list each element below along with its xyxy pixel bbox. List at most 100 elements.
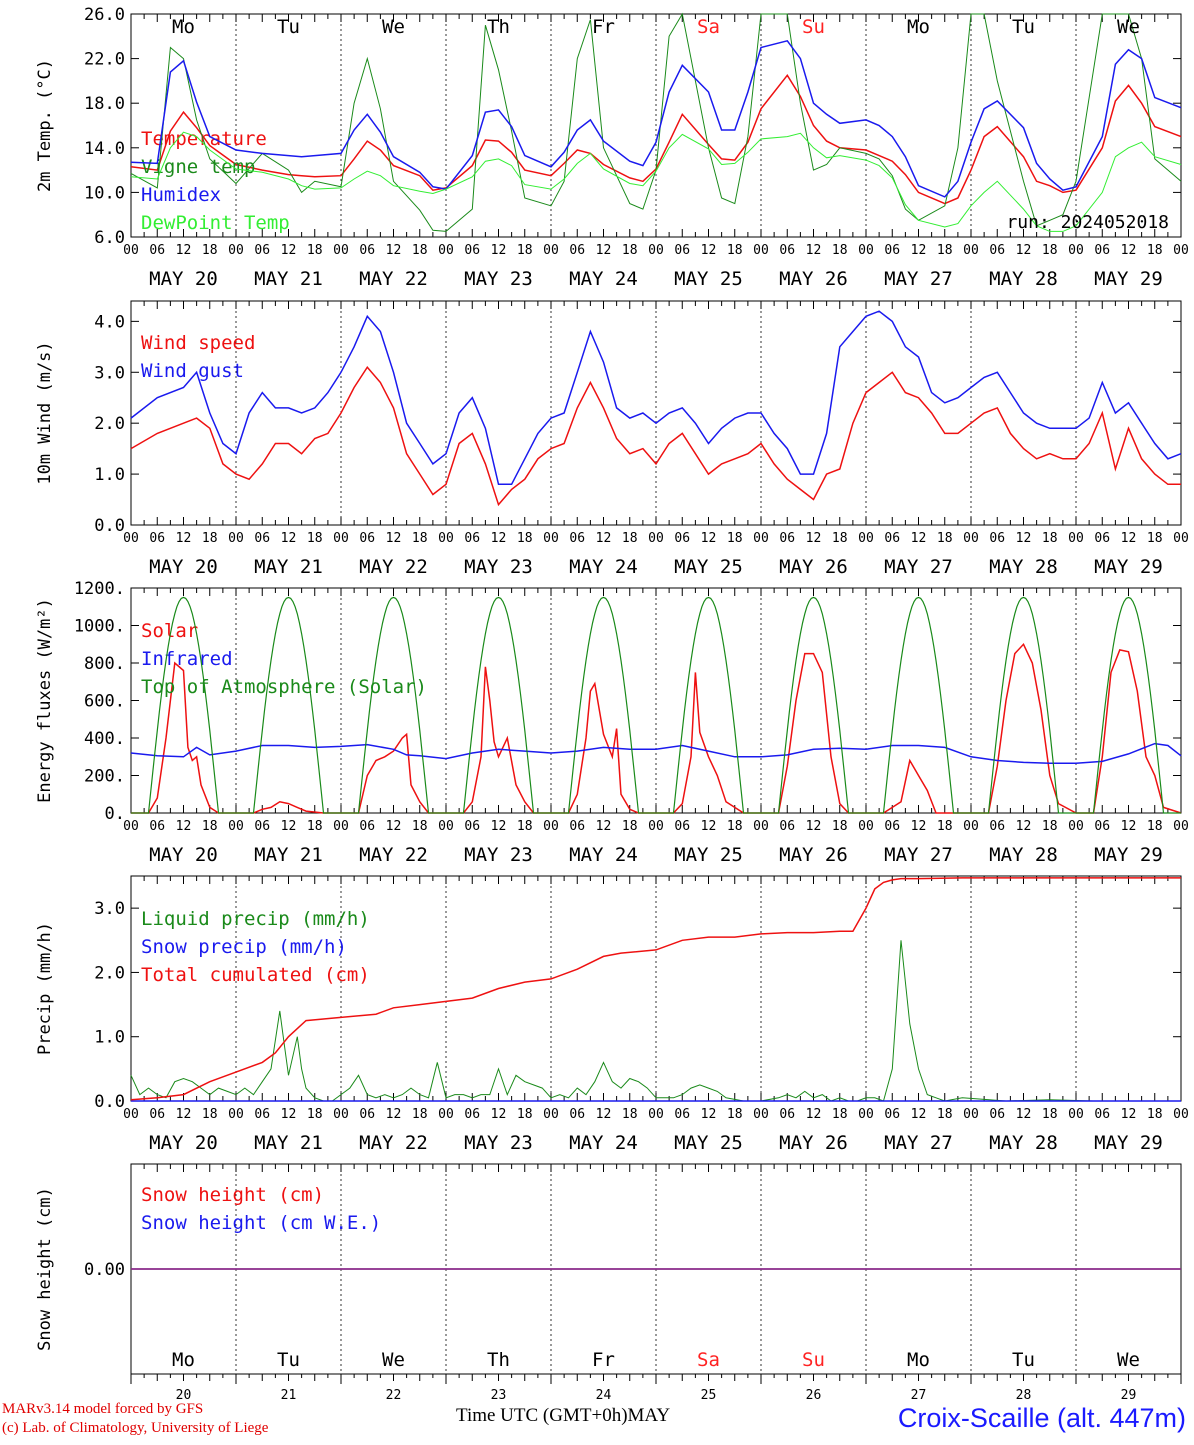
- hour-tick-label: 00: [1173, 243, 1189, 258]
- y-tick-label: 0.0: [94, 516, 125, 536]
- hour-tick-label: 18: [412, 1107, 428, 1122]
- date-label: MAY 21: [254, 268, 323, 290]
- legend-entry: Liquid precip (mm/h): [141, 908, 370, 930]
- hour-tick-label: 18: [727, 243, 743, 258]
- hour-tick-label: 18: [202, 1107, 218, 1122]
- hour-tick-label: 00: [753, 819, 769, 834]
- hour-tick-label: 06: [989, 819, 1005, 834]
- hour-tick-label: 18: [202, 531, 218, 546]
- hour-tick-label: 06: [1094, 1107, 1110, 1122]
- date-label: MAY 22: [359, 1132, 428, 1154]
- date-label: MAY 25: [674, 556, 743, 578]
- hour-tick-label: 06: [674, 1107, 690, 1122]
- hour-tick-label: 00: [1173, 531, 1189, 546]
- hour-tick-label: 00: [648, 819, 664, 834]
- weekday-label-top: Tu: [277, 16, 300, 38]
- hour-tick-label: 06: [884, 531, 900, 546]
- hour-tick-label: 12: [911, 1107, 927, 1122]
- hour-tick-label: 00: [858, 819, 874, 834]
- hour-tick-label: 12: [911, 531, 927, 546]
- hour-tick-label: 00: [1173, 1107, 1189, 1122]
- day-number-label: 26: [806, 1388, 822, 1403]
- y-tick-label: 6.0: [94, 228, 125, 248]
- hour-tick-label: 06: [989, 243, 1005, 258]
- legend-entry: Vigne temp: [141, 156, 255, 178]
- hour-tick-label: 06: [674, 531, 690, 546]
- date-label: MAY 22: [359, 844, 428, 866]
- hour-tick-label: 18: [832, 819, 848, 834]
- hour-tick-label: 18: [622, 819, 638, 834]
- weekday-label-top: Th: [487, 16, 510, 38]
- day-number-label: 28: [1016, 1388, 1032, 1403]
- hour-tick-label: 18: [622, 1107, 638, 1122]
- hour-tick-label: 18: [412, 531, 428, 546]
- hour-tick-label: 06: [254, 531, 270, 546]
- hour-tick-label: 12: [176, 243, 192, 258]
- hour-tick-label: 00: [963, 243, 979, 258]
- hour-tick-label: 12: [1016, 243, 1032, 258]
- series-line-infrared: [130, 742, 1182, 765]
- hour-tick-label: 00: [1068, 819, 1084, 834]
- series-line-temperature: [130, 73, 1182, 205]
- date-label: MAY 20: [149, 556, 218, 578]
- series-line-dewpoint-temp: [130, 131, 1182, 232]
- date-label: MAY 25: [674, 1132, 743, 1154]
- series-line-total-cumulated-cm-: [130, 877, 1181, 1101]
- hour-tick-label: 06: [254, 819, 270, 834]
- hour-tick-label: 00: [753, 1107, 769, 1122]
- y-tick-label: 3.0: [94, 899, 125, 919]
- hour-tick-label: 12: [911, 819, 927, 834]
- y-axis-label: 2m Temp. (°C): [35, 59, 55, 192]
- y-tick-label: 4.0: [94, 312, 125, 332]
- y-tick-label: 400.: [84, 729, 125, 749]
- series-line-liquid-precip-mm-h-: [130, 940, 1181, 1102]
- hour-tick-label: 00: [438, 819, 454, 834]
- weekday-label-top: Mo: [172, 16, 195, 38]
- credit-line-2: (c) Lab. of Climatology, University of L…: [2, 1420, 269, 1436]
- hour-tick-label: 06: [1094, 531, 1110, 546]
- day-number-label: 25: [701, 1388, 717, 1403]
- y-axis-label: Precip (mm/h): [35, 922, 55, 1055]
- hour-tick-label: 12: [1121, 1107, 1137, 1122]
- x-axis-title-month: MAY: [627, 1405, 671, 1426]
- hour-tick-label: 12: [806, 1107, 822, 1122]
- date-label: MAY 24: [569, 268, 638, 290]
- hour-tick-label: 18: [517, 819, 533, 834]
- date-label: MAY 29: [1094, 1132, 1163, 1154]
- date-label: MAY 25: [674, 268, 743, 290]
- hour-tick-label: 18: [937, 531, 953, 546]
- hour-tick-label: 00: [333, 531, 349, 546]
- y-tick-label: 600.: [84, 692, 125, 712]
- date-label: MAY 25: [674, 844, 743, 866]
- hour-tick-label: 00: [543, 819, 559, 834]
- hour-tick-label: 12: [491, 819, 507, 834]
- hour-tick-label: 00: [228, 531, 244, 546]
- hour-tick-label: 12: [806, 531, 822, 546]
- hour-tick-label: 12: [701, 243, 717, 258]
- hour-tick-label: 00: [333, 243, 349, 258]
- hour-tick-label: 12: [1121, 531, 1137, 546]
- date-label: MAY 29: [1094, 268, 1163, 290]
- hour-tick-label: 12: [281, 531, 297, 546]
- hour-tick-label: 00: [1068, 1107, 1084, 1122]
- hour-tick-label: 00: [228, 819, 244, 834]
- hour-tick-label: 12: [806, 243, 822, 258]
- hour-tick-label: 06: [779, 243, 795, 258]
- day-number-label: 29: [1121, 1388, 1137, 1403]
- y-tick-label: 2.0: [94, 414, 125, 434]
- hour-tick-label: 06: [464, 1107, 480, 1122]
- hour-tick-label: 12: [701, 531, 717, 546]
- hour-tick-label: 18: [202, 819, 218, 834]
- hour-tick-label: 06: [254, 1107, 270, 1122]
- hour-tick-label: 06: [779, 531, 795, 546]
- legend-entry: Snow height (cm): [141, 1184, 324, 1206]
- y-tick-label: 14.0: [84, 139, 125, 159]
- hour-tick-label: 00: [123, 243, 139, 258]
- hour-tick-label: 18: [622, 243, 638, 258]
- hour-tick-label: 06: [359, 243, 375, 258]
- date-label: MAY 21: [254, 844, 323, 866]
- hour-tick-label: 12: [176, 1107, 192, 1122]
- hour-tick-label: 12: [491, 1107, 507, 1122]
- y-axis-label: Energy fluxes (W/m²): [35, 598, 55, 803]
